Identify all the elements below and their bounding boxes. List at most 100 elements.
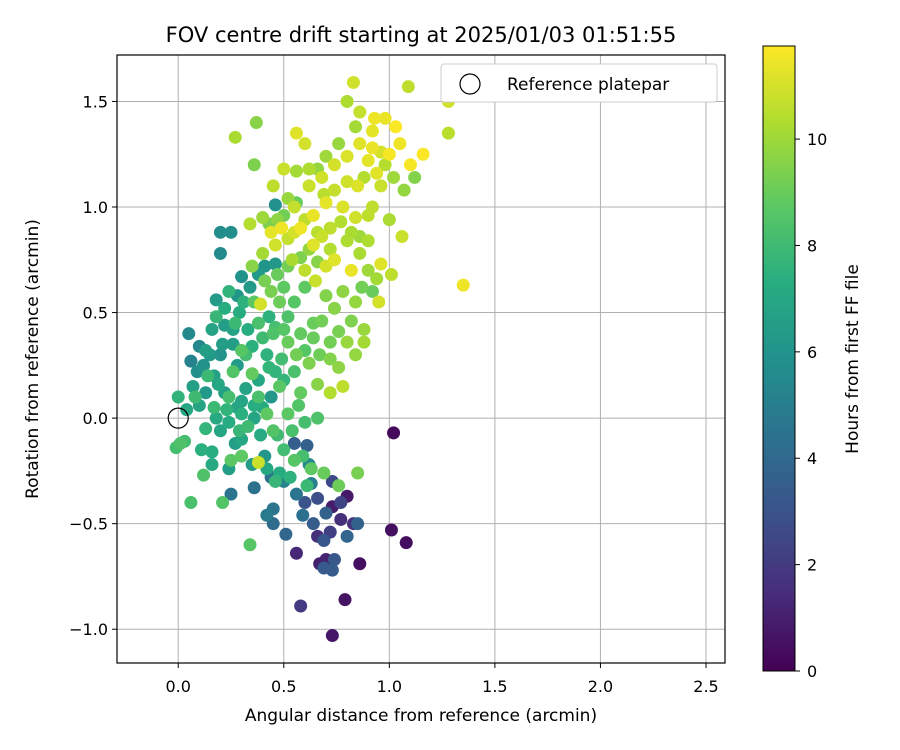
data-point xyxy=(268,474,282,488)
data-point xyxy=(353,105,367,119)
data-point xyxy=(207,401,221,415)
data-point xyxy=(323,352,337,366)
data-point xyxy=(211,377,225,391)
data-point xyxy=(296,508,310,522)
data-point xyxy=(194,443,208,457)
data-point xyxy=(311,411,325,425)
data-point xyxy=(302,162,316,176)
data-point xyxy=(327,183,341,197)
data-point xyxy=(397,183,411,197)
data-point xyxy=(173,436,187,450)
data-point xyxy=(285,253,299,267)
data-point xyxy=(213,424,227,438)
data-point xyxy=(353,557,367,571)
data-point xyxy=(374,179,388,193)
data-point xyxy=(357,335,371,349)
data-point xyxy=(224,225,238,239)
colorbar-tick-label: 2 xyxy=(807,556,817,575)
reference-platepar-marker xyxy=(167,407,189,429)
colorbar-label: Hours from first FF file xyxy=(843,264,863,454)
data-point xyxy=(277,322,291,336)
data-point xyxy=(283,470,297,484)
data-point xyxy=(235,394,249,408)
data-point xyxy=(370,272,384,286)
data-point xyxy=(186,379,200,393)
data-point xyxy=(323,221,337,235)
data-point xyxy=(387,170,401,184)
data-point xyxy=(241,420,255,434)
data-point xyxy=(336,200,350,214)
data-point xyxy=(332,137,346,151)
data-point xyxy=(302,356,316,370)
data-point xyxy=(300,479,314,493)
data-point xyxy=(213,348,227,362)
data-point xyxy=(184,496,198,510)
data-point xyxy=(325,629,339,643)
data-point xyxy=(235,270,249,284)
data-point xyxy=(319,289,333,303)
data-point xyxy=(315,170,329,184)
y-tick-label: 1.0 xyxy=(83,198,108,217)
data-point xyxy=(188,390,202,404)
data-point xyxy=(289,546,303,560)
data-point xyxy=(184,354,198,368)
data-point xyxy=(199,344,213,358)
data-point xyxy=(239,382,253,396)
data-point xyxy=(294,386,308,400)
data-point xyxy=(334,215,348,229)
data-point xyxy=(254,428,268,442)
data-point xyxy=(368,111,382,125)
data-point xyxy=(346,75,360,89)
data-point xyxy=(317,466,331,480)
data-point xyxy=(332,325,346,339)
data-point xyxy=(344,263,358,277)
colorbar-tick-label: 0 xyxy=(807,662,817,681)
data-point xyxy=(281,310,295,324)
data-point xyxy=(222,390,236,404)
data-point xyxy=(393,137,407,151)
data-point xyxy=(277,443,291,457)
data-point xyxy=(370,166,384,180)
data-point xyxy=(268,257,282,271)
data-point xyxy=(340,94,354,108)
data-point xyxy=(355,280,369,294)
data-point xyxy=(395,230,409,244)
colorbar-tick-label: 10 xyxy=(807,130,827,149)
data-point xyxy=(441,126,455,140)
data-point xyxy=(365,284,379,298)
data-point xyxy=(277,162,291,176)
data-point xyxy=(336,284,350,298)
data-point xyxy=(327,301,341,315)
data-point xyxy=(209,411,223,425)
data-point xyxy=(351,466,365,480)
data-point xyxy=(199,422,213,436)
colorbar-tick-label: 8 xyxy=(807,236,817,255)
data-point xyxy=(306,331,320,345)
data-point xyxy=(287,453,301,467)
data-point xyxy=(319,196,333,210)
data-point xyxy=(365,124,379,138)
data-point xyxy=(235,344,249,358)
data-point xyxy=(289,164,303,178)
data-point xyxy=(298,263,312,277)
data-point xyxy=(245,259,259,273)
data-point xyxy=(323,242,337,256)
data-point xyxy=(416,147,430,161)
data-point xyxy=(344,314,358,328)
data-point xyxy=(289,126,303,140)
data-point xyxy=(315,314,329,328)
colorbar-tick-label: 4 xyxy=(807,449,817,468)
data-point xyxy=(213,225,227,239)
data-point xyxy=(378,158,392,172)
data-point xyxy=(243,217,257,231)
data-point xyxy=(171,390,185,404)
data-point xyxy=(387,426,401,440)
data-point xyxy=(256,331,270,345)
data-point xyxy=(372,295,386,309)
data-point xyxy=(209,293,223,307)
data-point xyxy=(325,563,339,577)
data-point xyxy=(319,506,333,520)
data-point xyxy=(264,225,278,239)
data-point xyxy=(408,170,422,184)
